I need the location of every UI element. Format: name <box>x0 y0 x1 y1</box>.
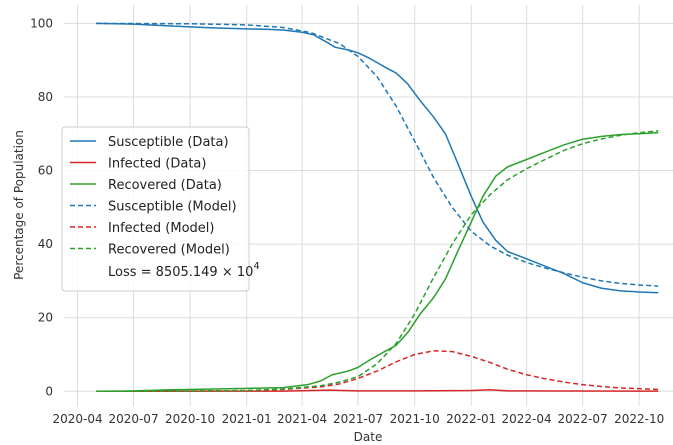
y-tick-label: 60 <box>38 164 53 178</box>
legend-label: Recovered (Data) <box>108 178 222 193</box>
x-tick-label: 2020-10 <box>165 412 215 426</box>
x-tick-label: 2021-10 <box>390 412 440 426</box>
series-line-0 <box>95 22 659 294</box>
legend-label: Infected (Model) <box>108 221 214 236</box>
x-tick-label: 2022-10 <box>614 412 664 426</box>
x-tick-label: 2021-04 <box>277 412 327 426</box>
y-tick-label: 0 <box>45 384 53 398</box>
series-lines <box>95 22 659 393</box>
legend-label: Recovered (Model) <box>108 243 230 258</box>
grid <box>64 5 673 406</box>
series-line-5 <box>95 130 659 393</box>
legend-label: Susceptible (Model) <box>108 200 237 215</box>
legend-label: Infected (Data) <box>108 157 206 172</box>
x-tick-label: 2020-07 <box>108 412 158 426</box>
x-tick-label: 2022-07 <box>558 412 608 426</box>
loss-annotation-text: Loss = 8505.149 × 10 <box>108 265 253 280</box>
legend: Susceptible (Data) Infected (Data) Recover… <box>61 126 260 292</box>
x-axis-label: Date <box>354 430 383 444</box>
loss-annotation: Loss = 8505.149 × 104 <box>108 261 260 280</box>
y-tick-label: 80 <box>38 90 53 104</box>
y-tick-label: 20 <box>38 311 53 325</box>
legend-label: Susceptible (Data) <box>108 135 229 150</box>
series-line-4 <box>95 350 659 393</box>
y-axis-label: Percentage of Population <box>12 130 26 280</box>
y-tick-label: 100 <box>30 16 53 30</box>
x-tick-label: 2022-04 <box>502 412 552 426</box>
legend-box <box>61 126 250 292</box>
x-tick-label: 2021-01 <box>222 412 272 426</box>
tick-labels: 2020-04 2020-07 2020-10 2021-01 2021-04 2021-… <box>30 16 664 426</box>
series-line-2 <box>95 131 659 393</box>
loss-annotation-exponent: 4 <box>253 261 259 272</box>
x-tick-label: 2020-04 <box>52 412 102 426</box>
x-tick-label: 2021-07 <box>333 412 383 426</box>
series-line-1 <box>95 389 659 393</box>
y-tick-label: 40 <box>38 237 53 251</box>
x-tick-label: 2022-01 <box>446 412 496 426</box>
